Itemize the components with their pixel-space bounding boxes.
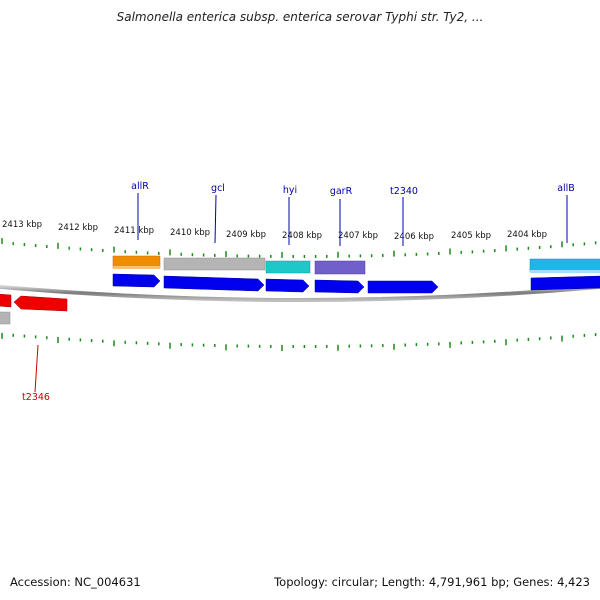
ruler-label: 2412 kbp [58, 223, 98, 233]
gene-label-allB[interactable]: allB [557, 183, 575, 194]
ruler-label: 2404 kbp [507, 230, 547, 240]
gene-label-allR[interactable]: allR [131, 181, 149, 192]
ruler-label: 2409 kbp [226, 230, 266, 240]
feature-hyi[interactable] [265, 260, 311, 274]
ruler-label: 2411 kbp [114, 226, 154, 236]
gene-label-garR[interactable]: garR [330, 186, 353, 197]
ruler-label: 2407 kbp [338, 231, 378, 241]
feature-track [112, 255, 600, 275]
genome-backbone [0, 284, 600, 302]
cds-garR[interactable] [314, 279, 365, 294]
cds-gcl[interactable] [163, 275, 265, 292]
accession-label: Accession: NC_004631 [10, 575, 141, 589]
feature-gcl[interactable] [163, 257, 266, 271]
cds-forward-track [112, 273, 600, 294]
ruler-ticks-top [1, 238, 597, 258]
ruler-label: 2413 kbp [2, 220, 42, 230]
cds-hyi[interactable] [265, 278, 310, 293]
cds-allB[interactable] [530, 275, 600, 291]
map-title: Salmonella enterica subsp. enterica sero… [116, 10, 484, 24]
gene-label-t2340[interactable]: t2340 [390, 186, 418, 197]
ruler-label: 2405 kbp [451, 231, 491, 241]
gene-label-gcl[interactable]: gcl [211, 183, 225, 194]
cds-reverse-track [0, 293, 68, 312]
cds-t2340[interactable] [367, 280, 439, 294]
feature-reverse-partial[interactable] [0, 311, 11, 325]
gene-label-t2346[interactable]: t2346 [22, 392, 50, 403]
ruler-label: 2406 kbp [394, 232, 434, 242]
gene-label-hyi[interactable]: hyi [283, 185, 297, 196]
gene-label-leader-reverse [34, 344, 39, 393]
cds-reverse-partial[interactable] [0, 293, 12, 308]
gene-label-leaders [137, 193, 568, 246]
ruler-label: 2410 kbp [170, 228, 210, 238]
ruler-labels: 2413 kbp 2412 kbp 2411 kbp 2410 kbp 2409… [2, 220, 547, 242]
feature-garR[interactable] [314, 260, 366, 275]
ruler-label: 2408 kbp [282, 231, 322, 241]
cds-allR[interactable] [112, 273, 161, 288]
cds-t2346[interactable] [13, 295, 68, 312]
genome-summary: Topology: circular; Length: 4,791,961 bp… [274, 575, 590, 589]
ruler-ticks-bottom [1, 332, 597, 351]
